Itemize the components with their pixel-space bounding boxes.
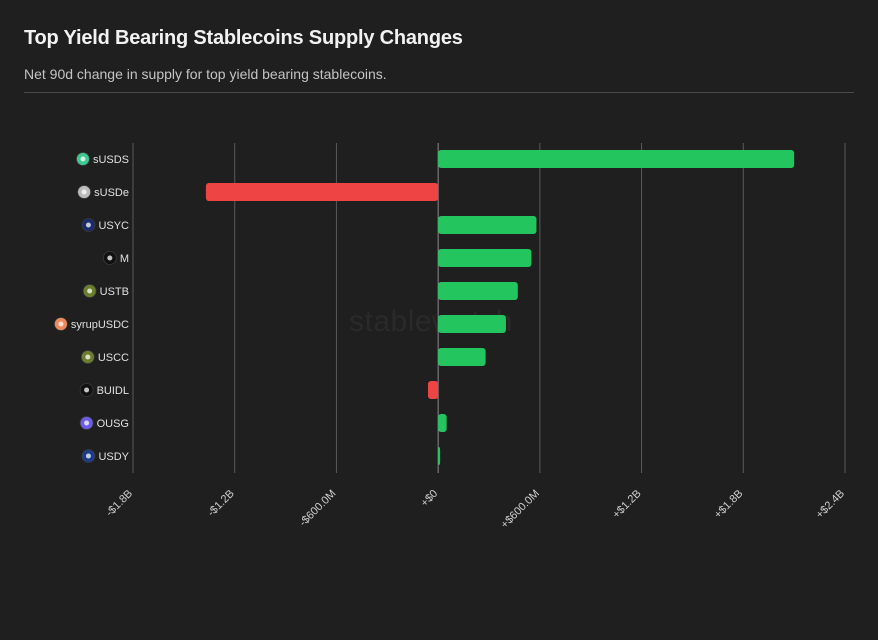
- m-icon-glyph: [107, 255, 113, 261]
- bar: [438, 315, 506, 333]
- bar: [438, 348, 486, 366]
- bar: [438, 414, 447, 432]
- x-tick-label: -$1.2B: [205, 488, 236, 519]
- bar: [438, 216, 537, 234]
- category-label: BUIDL: [97, 385, 129, 397]
- category-label: syrupUSDC: [71, 319, 129, 331]
- x-tick-label: +$2.4B: [814, 488, 847, 521]
- bar: [427, 381, 439, 399]
- buidl-icon-glyph: [84, 387, 90, 393]
- chart-title: Top Yield Bearing Stablecoins Supply Cha…: [24, 27, 463, 49]
- uscc-icon-glyph: [85, 354, 91, 360]
- x-tick-label: +$600.0M: [499, 488, 542, 531]
- syrupusdc-icon-glyph: [58, 321, 64, 327]
- bar: [438, 447, 441, 465]
- usyc-icon-glyph: [85, 222, 91, 228]
- category-label: OUSG: [97, 418, 129, 430]
- ousg-icon-glyph: [84, 420, 90, 426]
- susds-icon-glyph: [80, 156, 86, 162]
- category-label: USYC: [98, 220, 129, 232]
- x-tick-label: -$1.8B: [104, 488, 135, 519]
- bar: [438, 282, 518, 300]
- bar: [438, 150, 795, 168]
- x-tick-label: +$0: [419, 488, 441, 510]
- category-label: M: [120, 253, 129, 265]
- category-label: sUSDS: [93, 154, 129, 166]
- category-label: sUSDe: [94, 187, 129, 199]
- category-label: USTB: [100, 286, 129, 298]
- category-label: USDY: [98, 451, 129, 463]
- bar: [205, 183, 439, 201]
- ustb-icon-glyph: [87, 288, 93, 294]
- x-tick-label: +$1.8B: [712, 488, 745, 521]
- category-label: USCC: [98, 352, 129, 364]
- x-tick-label: +$1.2B: [610, 488, 643, 521]
- usdy-icon-glyph: [85, 453, 91, 459]
- bar: [438, 249, 532, 267]
- x-tick-label: -$600.0M: [297, 488, 338, 529]
- header-divider: [24, 92, 854, 93]
- chart-subtitle: Net 90d change in supply for top yield b…: [24, 66, 387, 82]
- susde-icon-glyph: [81, 189, 87, 195]
